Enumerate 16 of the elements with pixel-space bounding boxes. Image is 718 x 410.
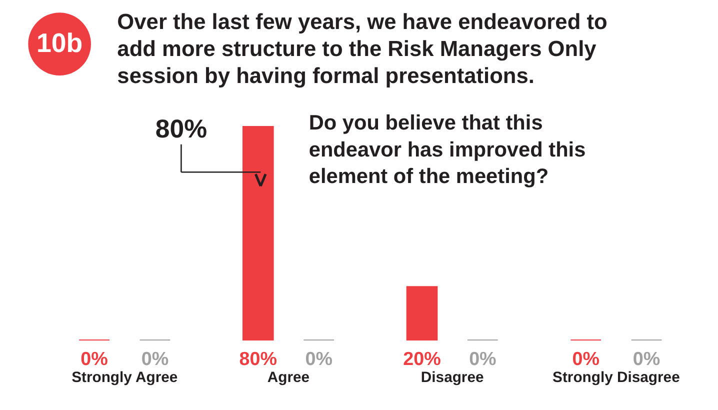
text: 10b [36,28,83,58]
chart-title: Over the last few years, we have endeavored to add more structure to the Risk Managers Only session by having formal presentations. [117,9,608,88]
data-label: 0% [80,348,108,369]
data-label: 20% [403,348,442,369]
data-label: 0% [141,348,169,369]
data-label: 0% [572,348,600,369]
data-label: 80% [239,348,278,369]
data-label: 0% [469,348,497,369]
text: Do you believe that this endeavor has improved this element of the meeting? [308,111,586,188]
data-label: 0% [305,348,333,369]
annotation: 80% [155,115,208,144]
x-tick-label: Disagree [420,370,484,386]
data-label: 0% [632,348,660,369]
x-tick-label: Strongly Agree [72,370,178,386]
x-tick-label: Strongly Disagree [552,370,680,386]
x-tick-label: Agree [267,370,310,386]
